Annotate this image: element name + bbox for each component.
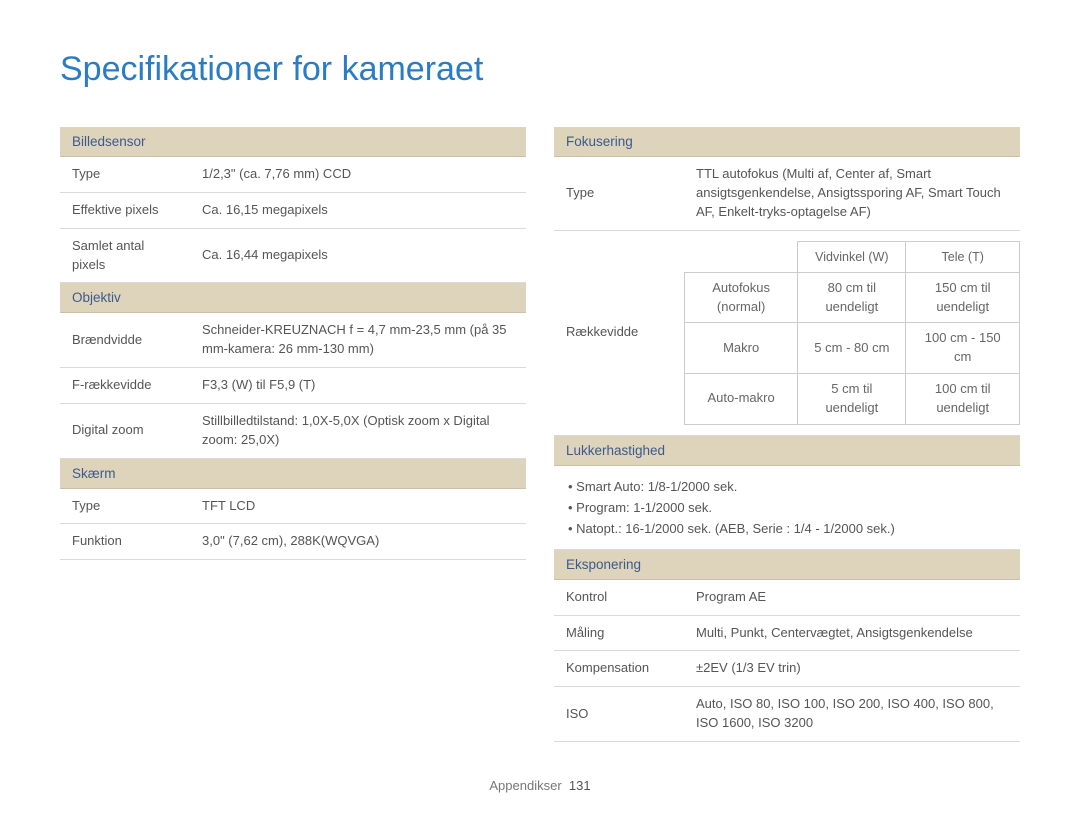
table-row: Type 1/2,3" (ca. 7,76 mm) CCD [60, 157, 526, 192]
table-row: Type TTL autofokus (Multi af, Center af,… [554, 157, 1020, 230]
footer: Appendikser 131 [0, 778, 1080, 793]
table-row: Brændvidde Schneider-KREUZNACH f = 4,7 m… [60, 313, 526, 367]
list-item: Natopt.: 16-1/2000 sek. (AEB, Serie : 1/… [568, 518, 1008, 539]
list-item: Program: 1-1/2000 sek. [568, 497, 1008, 518]
spec-label: Kontrol [554, 580, 684, 615]
spec-value: Stillbilledtilstand: 1,0X-5,0X (Optisk z… [190, 403, 526, 458]
table-row: Kompensation ±2EV (1/3 EV trin) [554, 651, 1020, 687]
nested-row-label: Auto-makro [685, 374, 798, 425]
section-header-billedsensor: Billedsensor [60, 127, 526, 157]
spec-label: Brændvidde [60, 313, 190, 367]
table-fokusering: Type TTL autofokus (Multi af, Center af,… [554, 157, 1020, 436]
table-row: Funktion 3,0" (7,62 cm), 288K(WQVGA) [60, 524, 526, 560]
nested-cell: 150 cm til uendeligt [906, 272, 1020, 323]
nested-row-label: Makro [685, 323, 798, 374]
section-header-lukker: Lukkerhastighed [554, 436, 1020, 466]
spec-value: Multi, Punkt, Centervægtet, Ansigtsgenke… [684, 615, 1020, 651]
spec-value: F3,3 (W) til F5,9 (T) [190, 368, 526, 404]
nested-row: Auto-makro 5 cm til uendeligt 100 cm til… [685, 374, 1020, 425]
spec-value: Auto, ISO 80, ISO 100, ISO 200, ISO 400,… [684, 687, 1020, 742]
table-row: Type TFT LCD [60, 489, 526, 524]
nested-row: Autofokus (normal) 80 cm til uendeligt 1… [685, 272, 1020, 323]
nested-col-header: Tele (T) [906, 241, 1020, 272]
spec-label: Type [554, 157, 684, 230]
footer-section: Appendikser [489, 778, 561, 793]
table-row: Samlet antal pixels Ca. 16,44 megapixels [60, 228, 526, 283]
nested-cell: 5 cm - 80 cm [798, 323, 906, 374]
bullet-list-lukker: Smart Auto: 1/8-1/2000 sek. Program: 1-1… [554, 466, 1020, 550]
right-column: Fokusering Type TTL autofokus (Multi af,… [554, 127, 1020, 742]
table-skaerm: Type TFT LCD Funktion 3,0" (7,62 cm), 28… [60, 489, 526, 561]
spec-value: ±2EV (1/3 EV trin) [684, 651, 1020, 687]
spec-label: Digital zoom [60, 403, 190, 458]
table-row: Rækkevidde Vidvinkel (W) Tele (T) Autofo… [554, 230, 1020, 435]
table-row: F-rækkevidde F3,3 (W) til F5,9 (T) [60, 368, 526, 404]
left-column: Billedsensor Type 1/2,3" (ca. 7,76 mm) C… [60, 127, 526, 742]
spec-value: TTL autofokus (Multi af, Center af, Smar… [684, 157, 1020, 230]
spec-label: Effektive pixels [60, 192, 190, 228]
nested-row-label: Autofokus (normal) [685, 272, 798, 323]
spec-value: 1/2,3" (ca. 7,76 mm) CCD [190, 157, 526, 192]
spec-label: Måling [554, 615, 684, 651]
columns: Billedsensor Type 1/2,3" (ca. 7,76 mm) C… [60, 127, 1020, 742]
table-row: Digital zoom Stillbilledtilstand: 1,0X-5… [60, 403, 526, 458]
spec-label: Type [60, 157, 190, 192]
spec-label: F-rækkevidde [60, 368, 190, 404]
spec-value: Ca. 16,15 megapixels [190, 192, 526, 228]
table-row: Kontrol Program AE [554, 580, 1020, 615]
nested-cell: 80 cm til uendeligt [798, 272, 906, 323]
spec-value: 3,0" (7,62 cm), 288K(WQVGA) [190, 524, 526, 560]
spec-label: Funktion [60, 524, 190, 560]
nested-cell: 100 cm - 150 cm [906, 323, 1020, 374]
spec-label: Kompensation [554, 651, 684, 687]
table-objektiv: Brændvidde Schneider-KREUZNACH f = 4,7 m… [60, 313, 526, 458]
spec-label: Rækkevidde [554, 230, 684, 435]
list-item: Smart Auto: 1/8-1/2000 sek. [568, 476, 1008, 497]
table-billedsensor: Type 1/2,3" (ca. 7,76 mm) CCD Effektive … [60, 157, 526, 283]
nested-table-cell: Vidvinkel (W) Tele (T) Autofokus (normal… [684, 230, 1020, 435]
nested-cell: 5 cm til uendeligt [798, 374, 906, 425]
table-row: ISO Auto, ISO 80, ISO 100, ISO 200, ISO … [554, 687, 1020, 742]
table-eksponering: Kontrol Program AE Måling Multi, Punkt, … [554, 580, 1020, 742]
section-header-eksponering: Eksponering [554, 550, 1020, 580]
section-header-objektiv: Objektiv [60, 283, 526, 313]
nested-col-header: Vidvinkel (W) [798, 241, 906, 272]
table-row: Måling Multi, Punkt, Centervægtet, Ansig… [554, 615, 1020, 651]
spec-value: Ca. 16,44 megapixels [190, 228, 526, 283]
spec-label: ISO [554, 687, 684, 742]
spec-label: Type [60, 489, 190, 524]
section-header-skaerm: Skærm [60, 459, 526, 489]
spec-value: Program AE [684, 580, 1020, 615]
footer-page: 131 [569, 778, 591, 793]
spec-value: TFT LCD [190, 489, 526, 524]
section-header-fokusering: Fokusering [554, 127, 1020, 157]
page-title: Specifikationer for kameraet [60, 50, 1020, 89]
nested-row: Makro 5 cm - 80 cm 100 cm - 150 cm [685, 323, 1020, 374]
nested-blank [685, 241, 798, 272]
table-row: Effektive pixels Ca. 16,15 megapixels [60, 192, 526, 228]
nested-range-table: Vidvinkel (W) Tele (T) Autofokus (normal… [684, 241, 1020, 425]
spec-value: Schneider-KREUZNACH f = 4,7 mm-23,5 mm (… [190, 313, 526, 367]
nested-cell: 100 cm til uendeligt [906, 374, 1020, 425]
spec-label: Samlet antal pixels [60, 228, 190, 283]
page: Specifikationer for kameraet Billedsenso… [0, 0, 1080, 742]
